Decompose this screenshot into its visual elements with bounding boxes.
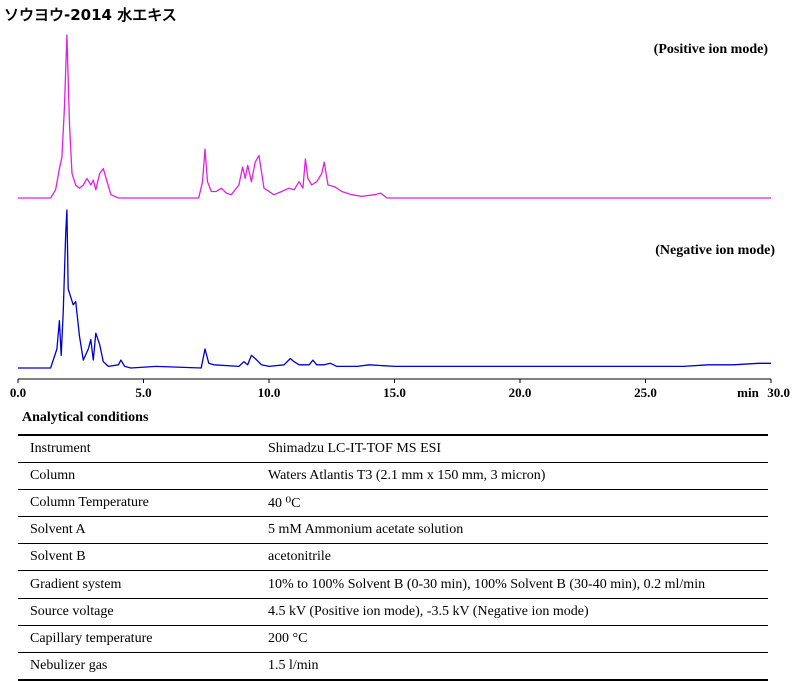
x-tick-label: 15.0 [383,385,406,400]
condition-key: Solvent B [18,543,268,572]
negative-mode-label: (Negative ion mode) [655,243,775,258]
x-axis-label: min [737,385,759,400]
condition-value: 200 °C [268,625,768,653]
condition-value: 5 mM Ammonium acetate solution [268,516,768,545]
condition-key: Instrument [18,435,268,464]
condition-key: Capillary temperature [18,625,268,653]
condition-value: 10% to 100% Solvent B (0-30 min), 100% S… [268,570,768,599]
chromatogram-chart: (Positive ion mode) (Negative ion mode) … [10,34,790,400]
condition-key: Column [18,462,268,491]
condition-key: Nebulizer gas [30,657,108,673]
x-tick-label: 5.0 [135,385,151,400]
x-tick-label: 10.0 [258,385,281,400]
condition-value: Waters Atlantis T3 (2.1 mm x 150 mm, 3 m… [268,462,768,491]
condition-row: Capillary temperature 200 °C [18,625,768,653]
x-tick-label: 20.0 [509,385,532,400]
conditions-title: Analytical conditions [22,410,149,425]
condition-key: Source voltage [18,598,268,626]
condition-key: Column Temperature [18,489,268,518]
x-tick-label: 30.0 [767,385,790,400]
condition-row: Instrument Shimadzu LC-IT-TOF MS ESI [18,435,768,464]
positive-mode-label: (Positive ion mode) [654,42,769,57]
condition-value: Shimadzu LC-IT-TOF MS ESI [268,435,768,464]
condition-key: Gradient system [18,570,268,599]
condition-row: Gradient system 10% to 100% Solvent B (0-… [18,570,768,599]
page-title: ソウヨウ-2014 水エキス [4,6,177,24]
condition-key: Solvent A [18,516,268,545]
condition-value: acetonitrile [268,543,768,572]
condition-value: 1.5 l/min [268,657,319,673]
x-tick-label: 0.0 [10,385,26,400]
condition-row: Nebulizer gas 1.5 l/min [18,652,768,680]
x-tick-label: 25.0 [634,385,657,400]
condition-row: Column Waters Atlantis T3 (2.1 mm x 150 m… [18,462,768,491]
condition-value: 40 ⁰C [268,489,768,518]
condition-row: Source voltage 4.5 kV (Positive ion mode)… [18,598,768,626]
condition-value: 4.5 kV (Positive ion mode), -3.5 kV (Neg… [268,598,768,626]
conditions-table: Instrument Shimadzu LC-IT-TOF MS ESI Colum… [18,434,768,681]
condition-row: Column Temperature 40 ⁰C [18,489,768,518]
positive-ion-trace [18,34,771,199]
negative-ion-trace [18,209,771,369]
